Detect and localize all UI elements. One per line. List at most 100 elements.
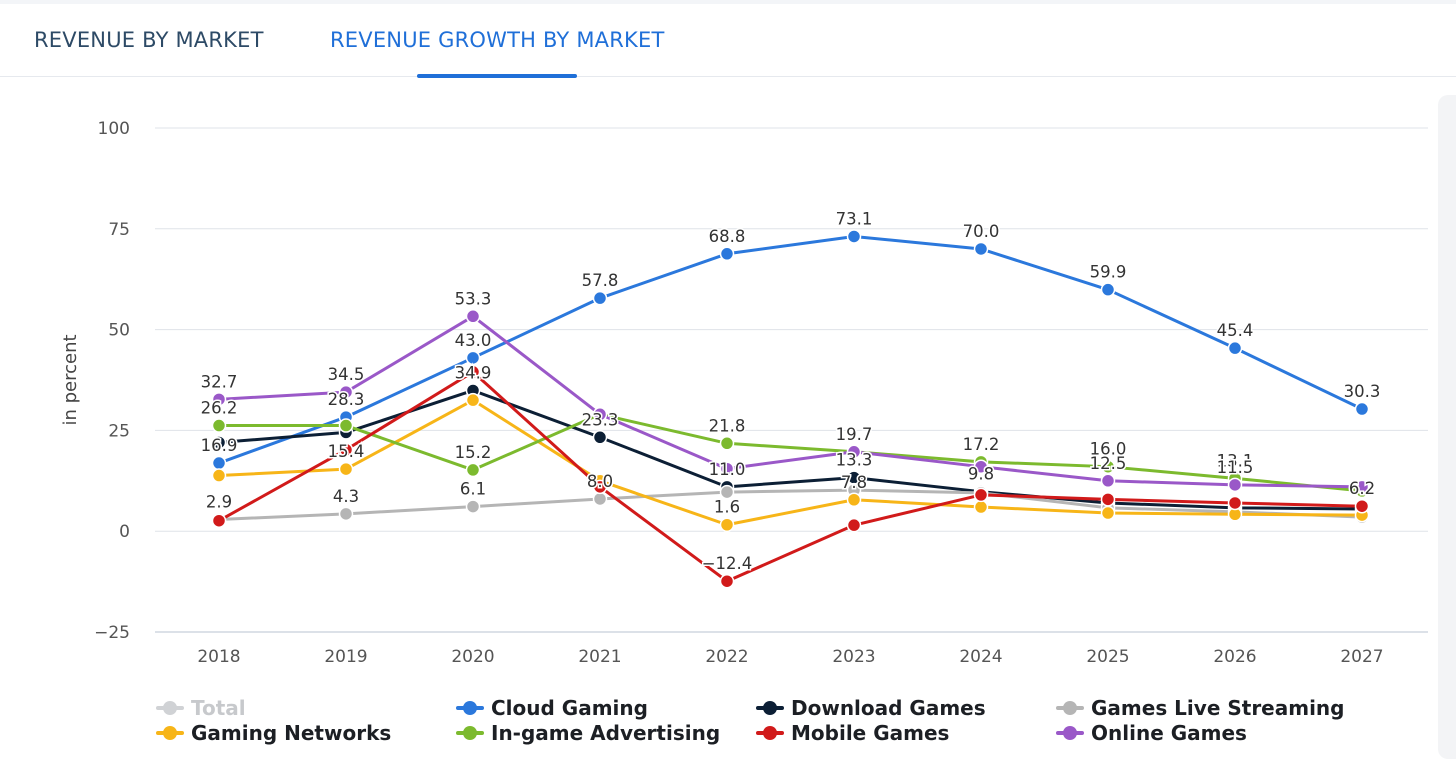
data-point[interactable]: [592, 407, 608, 422]
legend-marker-icon: [1055, 698, 1085, 718]
series-in-game-advertising: [211, 407, 1370, 499]
x-tick-label: 2018: [197, 647, 240, 667]
data-label: 57.8: [582, 271, 619, 290]
legend-item-mobile-games[interactable]: Mobile Games: [755, 721, 949, 745]
data-point[interactable]: [719, 573, 735, 589]
legend-label: Download Games: [791, 696, 986, 720]
data-point[interactable]: [465, 499, 481, 514]
data-point[interactable]: [719, 461, 735, 476]
series-line: [218, 488, 1363, 522]
data-point[interactable]: [1100, 473, 1116, 489]
data-label: 32.7: [201, 372, 238, 391]
data-label: −12.4: [702, 554, 753, 573]
data-point[interactable]: [465, 364, 481, 380]
data-label: 13.3: [836, 451, 873, 470]
data-point[interactable]: [211, 392, 227, 407]
data-point[interactable]: [338, 384, 354, 400]
data-label: 11.5: [1217, 458, 1254, 477]
data-point[interactable]: [846, 229, 862, 244]
data-point[interactable]: [973, 459, 989, 474]
legend-item-total[interactable]: Total: [155, 696, 246, 720]
data-label: 4.3: [333, 487, 359, 506]
data-label: 43.0: [455, 331, 492, 350]
legend-item-download-games[interactable]: Download Games: [755, 696, 986, 720]
data-point[interactable]: [1227, 477, 1243, 493]
scroll-edge: [1438, 95, 1456, 759]
data-point[interactable]: [338, 442, 354, 458]
data-point[interactable]: [719, 436, 735, 451]
data-point[interactable]: [1354, 401, 1370, 417]
data-point[interactable]: [973, 487, 989, 503]
data-point[interactable]: [1100, 282, 1116, 297]
data-point[interactable]: [1227, 340, 1243, 356]
data-point[interactable]: [338, 461, 354, 477]
series-download-games: [211, 383, 1370, 517]
legend-item-cloud-gaming[interactable]: Cloud Gaming: [455, 696, 648, 720]
data-label: 45.4: [1217, 321, 1254, 340]
legend-label: Games Live Streaming: [1091, 696, 1345, 720]
tab-revenue-growth-by-market[interactable]: REVENUE GROWTH BY MARKET: [330, 28, 665, 52]
data-label: 11.0: [709, 460, 746, 479]
legend-label: Mobile Games: [791, 721, 950, 745]
data-point[interactable]: [1227, 495, 1243, 511]
data-label: 19.7: [836, 425, 873, 444]
data-point[interactable]: [465, 392, 481, 408]
series-line: [218, 314, 1363, 489]
legend-marker-icon: [155, 723, 185, 743]
data-point[interactable]: [211, 455, 227, 471]
data-point[interactable]: [211, 468, 227, 483]
data-point[interactable]: [465, 309, 481, 324]
data-point[interactable]: [1354, 479, 1370, 495]
tab-revenue-by-market[interactable]: REVENUE BY MARKET: [34, 28, 264, 52]
legend-item-games-live-streaming[interactable]: Games Live Streaming: [1055, 696, 1345, 720]
data-point[interactable]: [973, 499, 989, 515]
x-tick-label: 2019: [324, 647, 367, 667]
axes: −25 0 25 50 75 100 2018 2019 2020 2021 2022 2023 202…: [94, 119, 1384, 667]
y-tick-label: −25: [94, 623, 130, 643]
series-line: [218, 234, 1363, 465]
data-point[interactable]: [719, 246, 735, 262]
legend-marker-icon: [155, 698, 185, 718]
data-point[interactable]: [592, 290, 608, 306]
data-point[interactable]: [338, 506, 354, 522]
series-line: [218, 370, 1363, 583]
legend-item-in-game-advertising[interactable]: In-game Advertising: [455, 721, 720, 745]
legend-item-online-games[interactable]: Online Games: [1055, 721, 1247, 745]
data-point[interactable]: [1100, 505, 1116, 521]
data-point[interactable]: [1354, 498, 1370, 514]
data-point[interactable]: [465, 462, 481, 478]
data-point[interactable]: [1100, 459, 1116, 474]
data-point[interactable]: [211, 513, 227, 528]
data-point[interactable]: [719, 484, 735, 500]
data-label: 17.2: [963, 435, 1000, 454]
data-point[interactable]: [465, 350, 481, 366]
data-point[interactable]: [719, 517, 735, 532]
y-tick-label: 0: [119, 522, 130, 542]
data-point[interactable]: [1100, 492, 1116, 507]
data-label: 70.0: [963, 222, 1000, 241]
data-label: 73.1: [836, 209, 873, 228]
legend-item-gaming-networks[interactable]: Gaming Networks: [155, 721, 391, 745]
data-point[interactable]: [973, 241, 989, 257]
x-tick-label: 2020: [451, 647, 494, 667]
data-label: 53.3: [455, 289, 492, 308]
data-label: 2.9: [206, 493, 232, 512]
series-cloud-gaming: [211, 229, 1370, 471]
data-point[interactable]: [338, 418, 354, 433]
data-labels: 2.9 4.3 6.1 8.0 16.9 28.3 43.0 57.8 68.8 73.1 70.0…: [199, 208, 1382, 575]
data-point[interactable]: [592, 491, 608, 507]
data-point[interactable]: [846, 517, 862, 533]
data-point[interactable]: [211, 418, 227, 433]
data-point[interactable]: [592, 479, 608, 495]
data-point[interactable]: [846, 492, 862, 508]
legend-label: Gaming Networks: [191, 721, 392, 745]
data-point[interactable]: [211, 435, 227, 450]
data-label: 7.8: [841, 473, 867, 492]
legend-label: Cloud Gaming: [491, 696, 648, 720]
grid-lines: [155, 127, 1428, 633]
data-point[interactable]: [592, 430, 608, 445]
data-label: 8.0: [587, 472, 613, 491]
data-label: 15.2: [455, 443, 492, 462]
data-point[interactable]: [846, 444, 862, 460]
